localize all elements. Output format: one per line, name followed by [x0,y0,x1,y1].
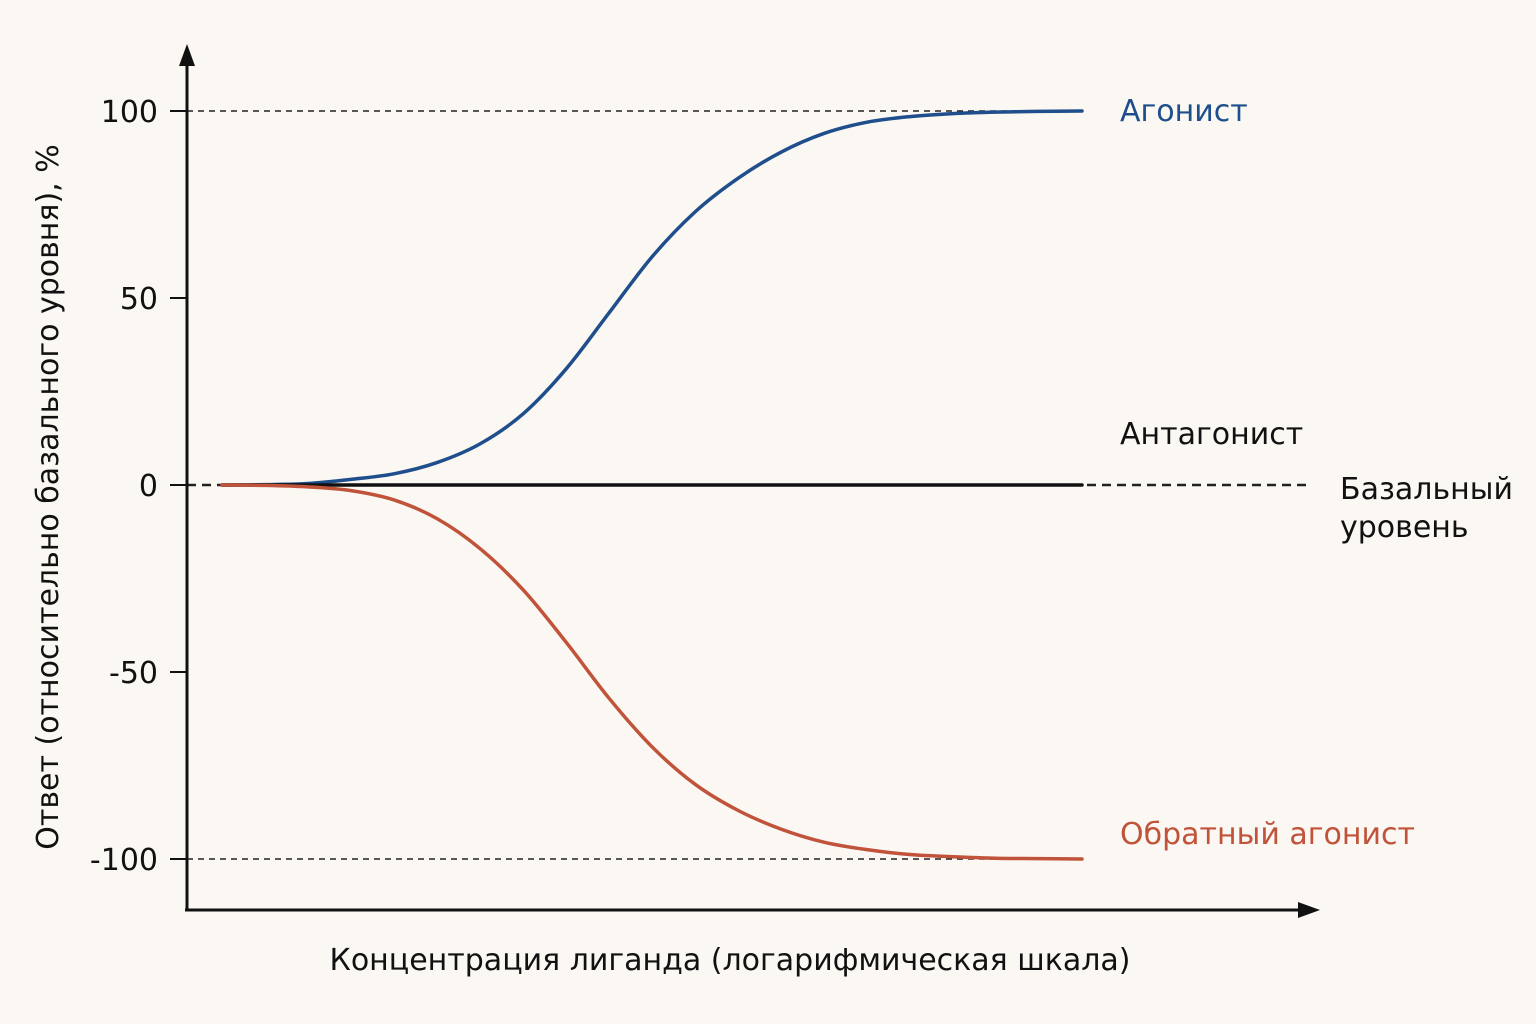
agonist-curve [220,109,1084,487]
series-label-antagonist: Антагонист [1120,417,1303,452]
y-axis-label: Ответ (относительно базального уровня), … [31,144,66,850]
basal-level-label-line1: Базальный [1340,472,1513,507]
series-label-inverse-agonist: Обратный агонист [1120,817,1415,852]
y-tick-label: -100 [90,843,158,878]
y-tick-label: 0 [139,469,158,504]
y-ticks: 100 50 0 -50 -100 [90,95,187,878]
y-axis-arrowhead [179,44,195,66]
x-axis-arrowhead [1298,902,1320,918]
y-tick-label: 100 [101,95,158,130]
curves [220,109,1084,861]
basal-level-label-line2: уровень [1340,510,1469,545]
y-tick-label: -50 [109,656,158,691]
y-tick-label: 50 [120,282,158,317]
inverse-agonist-curve [220,483,1084,861]
x-axis-label: Концентрация лиганда (логарифмическая шк… [330,943,1131,978]
series-label-agonist: Агонист [1120,94,1248,129]
